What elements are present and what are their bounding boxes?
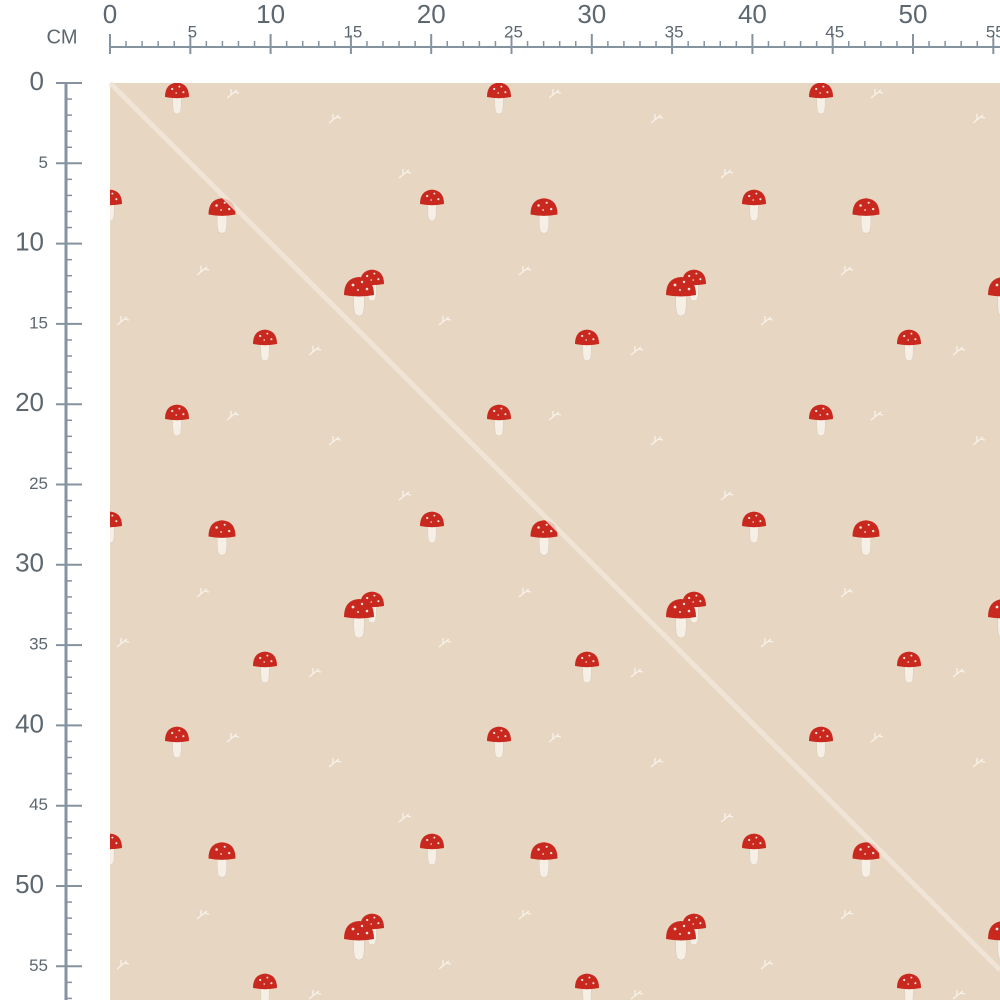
x-tick-label: 50	[899, 0, 928, 29]
y-tick-label: 20	[15, 387, 44, 417]
x-tick-label: 20	[417, 0, 446, 29]
y-tick-label: 55	[29, 956, 48, 975]
fold-line	[108, 81, 1000, 972]
x-tick-label: 30	[577, 0, 606, 29]
x-tick-label: 5	[188, 22, 197, 41]
y-tick-label: 50	[15, 869, 44, 899]
x-tick-label: 25	[504, 22, 523, 41]
unit-label: CM	[46, 26, 77, 48]
y-tick-label: 25	[29, 474, 48, 493]
y-tick-label: 40	[15, 708, 44, 738]
y-tick-label: 15	[29, 313, 48, 332]
x-tick-label: 15	[343, 22, 362, 41]
x-tick-label: 40	[738, 0, 767, 29]
x-tick-label: 55	[986, 22, 1000, 41]
y-tick-label: 10	[15, 226, 44, 256]
x-tick-label: 0	[103, 0, 117, 29]
fabric-print	[110, 83, 1000, 1000]
y-tick-label: 35	[29, 635, 48, 654]
y-tick-label: 30	[15, 548, 44, 578]
y-tick-label: 45	[29, 795, 48, 814]
x-tick-label: 35	[665, 22, 684, 41]
y-tick-label: 0	[30, 66, 44, 96]
x-tick-label: 10	[256, 0, 285, 29]
x-tick-label: 45	[825, 22, 844, 41]
y-tick-label: 5	[39, 153, 48, 172]
